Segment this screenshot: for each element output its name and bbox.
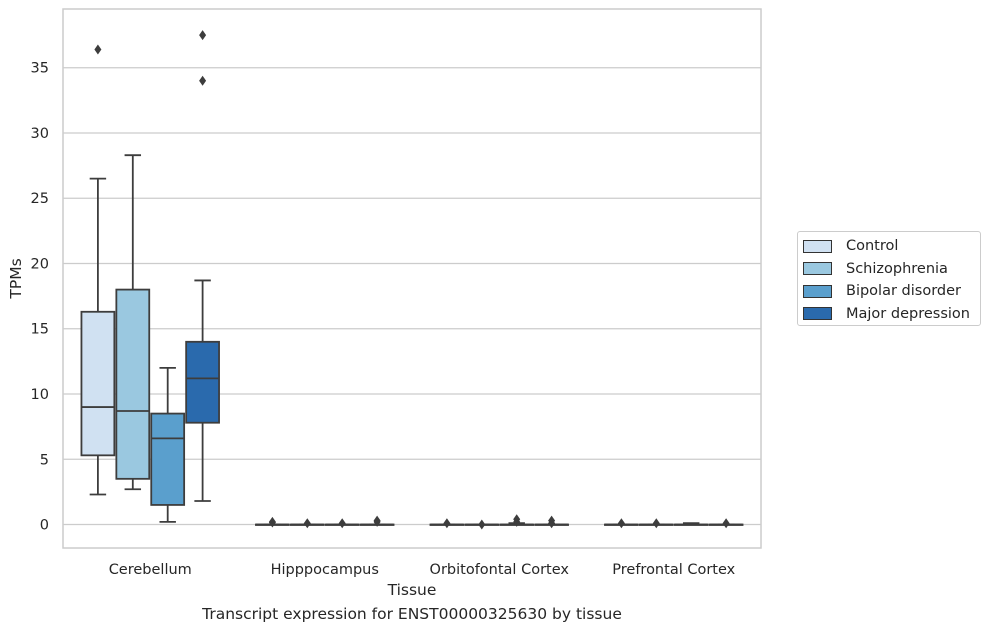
- y-tick-labels: 0 5 10 15 20 25 30 35: [31, 61, 49, 534]
- box-prefrontal-cortex-bipolar-disorder: [673, 522, 709, 526]
- legend-swatch-bipolar-disorder: [803, 284, 832, 298]
- legend-swatch-major-depression: [803, 307, 832, 321]
- outlier-point: [199, 30, 207, 41]
- x-tick-labels: Cerebellum Hipppocampus Orbitofontal Corte…: [109, 562, 736, 578]
- legend-item-schizophrenia: Schizophrenia: [803, 258, 980, 281]
- legend-item-bipolar-disorder: Bipolar disorder: [803, 280, 980, 303]
- legend-label-major-depression: Major depression: [846, 305, 970, 322]
- y-tick-label: 5: [40, 452, 49, 468]
- x-tick-label: Hipppocampus: [271, 562, 379, 578]
- y-tick-label: 25: [31, 191, 49, 207]
- plot-frame: [62, 8, 762, 549]
- box-cerebellum-major-depression: [185, 30, 220, 502]
- x-tick-label: Orbitofontal Cortex: [430, 562, 570, 578]
- box-orbitofontal-cortex-bipolar-disorder: [499, 514, 535, 527]
- legend-label-bipolar-disorder: Bipolar disorder: [846, 283, 961, 300]
- legend-item-major-depression: Major depression: [803, 303, 980, 326]
- box-body: [80, 310, 116, 457]
- y-tick-label: 10: [31, 387, 49, 403]
- box-hipppocampus-control: [255, 516, 290, 528]
- outlier-point: [199, 75, 207, 86]
- outlier-point: [268, 516, 276, 527]
- box-cerebellum-control: [80, 44, 116, 496]
- outlier-point: [373, 515, 381, 526]
- x-tick-label: Cerebellum: [109, 562, 192, 578]
- box-hipppocampus-schizophrenia: [289, 518, 325, 529]
- chart-caption: Transcript expression for ENST0000032563…: [202, 605, 622, 623]
- legend-swatch-schizophrenia: [803, 262, 832, 276]
- outlier-point: [338, 518, 346, 529]
- box-orbitofontal-cortex-control: [429, 518, 465, 529]
- box-body: [185, 340, 220, 424]
- legend-label-control: Control: [846, 238, 899, 255]
- x-axis-title: Tissue: [387, 581, 437, 599]
- outlier-point: [722, 518, 730, 529]
- outlier-point: [548, 515, 556, 526]
- outlier-point: [478, 519, 486, 530]
- box-cerebellum-schizophrenia: [115, 154, 151, 491]
- x-tick-label: Prefrontal Cortex: [612, 562, 735, 578]
- outlier-point: [94, 44, 102, 55]
- y-tick-label: 35: [31, 61, 49, 77]
- box-prefrontal-cortex-major-depression: [708, 518, 744, 529]
- box-hipppocampus-bipolar-disorder: [324, 518, 360, 529]
- y-tick-label: 30: [31, 126, 49, 142]
- box-hipppocampus-major-depression: [359, 515, 395, 527]
- outlier-point: [513, 514, 521, 525]
- outlier-point: [652, 518, 660, 529]
- y-tick-label: 0: [40, 518, 49, 534]
- y-tick-label: 20: [31, 256, 49, 272]
- box-body: [150, 412, 186, 506]
- y-tick-label: 15: [31, 322, 49, 338]
- legend-label-schizophrenia: Schizophrenia: [846, 260, 948, 277]
- outlier-point: [303, 518, 311, 529]
- legend-swatch-control: [803, 239, 832, 253]
- box-prefrontal-cortex-schizophrenia: [638, 518, 674, 529]
- outlier-point: [617, 518, 625, 529]
- box-prefrontal-cortex-control: [604, 518, 639, 529]
- legend: Control Schizophrenia Bipolar disorder M…: [797, 231, 981, 326]
- outlier-point: [443, 518, 451, 529]
- box-groups: [80, 30, 744, 530]
- box-cerebellum-bipolar-disorder: [150, 366, 186, 523]
- y-axis-title: TPMs: [7, 258, 25, 299]
- box-orbitofontal-cortex-schizophrenia: [464, 519, 500, 530]
- box-body: [115, 288, 151, 480]
- box-orbitofontal-cortex-major-depression: [534, 515, 569, 529]
- legend-item-control: Control: [803, 235, 980, 258]
